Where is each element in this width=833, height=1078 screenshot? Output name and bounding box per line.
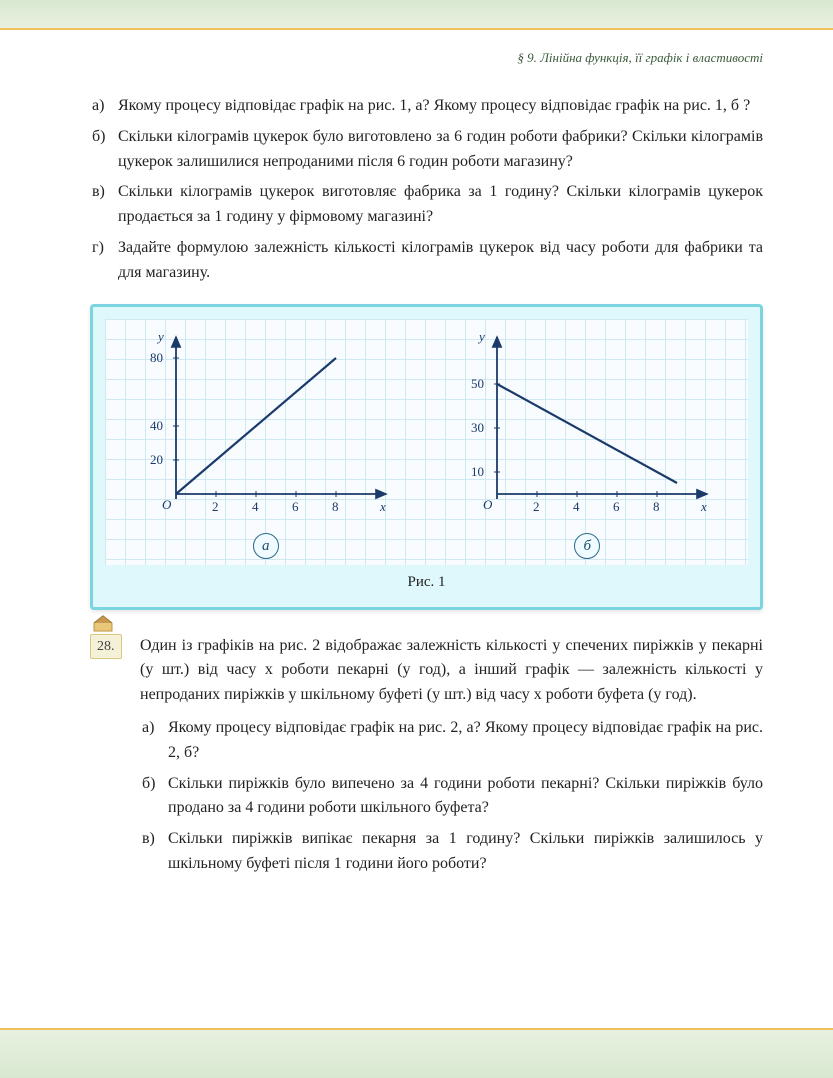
chart-a-svg: y x O 2 4 6 8: [136, 329, 396, 519]
chart-a-origin: O: [162, 497, 172, 512]
p28-label-v: в): [140, 827, 168, 877]
p28-label-b: б): [140, 772, 168, 822]
svg-text:4: 4: [573, 499, 580, 514]
svg-text:10: 10: [471, 464, 484, 479]
section-header: § 9. Лінійна функція, її графік і власти…: [90, 50, 763, 66]
p28-text-v: Скільки пиріжків випікає пекарня за 1 го…: [168, 827, 763, 877]
svg-text:6: 6: [613, 499, 620, 514]
p28-label-a: а): [140, 716, 168, 766]
svg-text:20: 20: [150, 452, 163, 467]
item-text-a: Якому процесу відповідає графік на рис. …: [118, 94, 763, 119]
top-decor-stripe: [0, 0, 833, 30]
figure-1-panel: y x O 2 4 6 8: [90, 304, 763, 610]
item-label-v: в): [90, 180, 118, 230]
item-label-a: а): [90, 94, 118, 119]
chart-b-svg: y x O 2 4 6 8: [457, 329, 717, 519]
sub-a-circle: а: [253, 533, 279, 559]
svg-text:2: 2: [212, 499, 219, 514]
svg-text:30: 30: [471, 420, 484, 435]
charts-row: y x O 2 4 6 8: [105, 319, 748, 566]
svg-text:50: 50: [471, 376, 484, 391]
item-b: б) Скільки кілограмів цукерок було вигот…: [90, 125, 763, 175]
problem-number-col: 28.: [90, 634, 140, 883]
item-a: а) Якому процесу відповідає графік на ри…: [90, 94, 763, 119]
item-text-v: Скільки кілограмів цукерок виготовляє фа…: [118, 180, 763, 230]
item-g: г) Задайте формулою залежність кількості…: [90, 236, 763, 286]
chart-b: y x O 2 4 6 8: [457, 329, 717, 560]
page: § 9. Лінійна функція, її графік і власти…: [0, 0, 833, 1078]
item-label-g: г): [90, 236, 118, 286]
chart-a-sublabel: а: [136, 533, 396, 559]
chart-b-origin: O: [483, 497, 493, 512]
svg-text:8: 8: [653, 499, 660, 514]
p28-item-a: а) Якому процесу відповідає графік на ри…: [140, 716, 763, 766]
p28-text-b: Скільки пиріжків було випечено за 4 годи…: [168, 772, 763, 822]
chart-a-xlabel: x: [379, 499, 386, 514]
bottom-decor-stripe: [0, 1028, 833, 1078]
p28-text-a: Якому процесу відповідає графік на рис. …: [168, 716, 763, 766]
item-text-b: Скільки кілограмів цукерок було виготовл…: [118, 125, 763, 175]
chart-a: y x O 2 4 6 8: [136, 329, 396, 560]
svg-text:40: 40: [150, 418, 163, 433]
figure-1-caption: Рис. 1: [105, 571, 748, 594]
problem-28: 28. Один із графіків на рис. 2 відобража…: [90, 634, 763, 883]
chart-a-ylabel: y: [156, 329, 164, 344]
chart-b-xlabel: x: [700, 499, 707, 514]
sub-b-circle: б: [574, 533, 600, 559]
chart-b-sublabel: б: [457, 533, 717, 559]
p28-item-b: б) Скільки пиріжків було випечено за 4 г…: [140, 772, 763, 822]
home-icon: [92, 614, 114, 632]
chart-b-ylabel: y: [477, 329, 485, 344]
svg-text:8: 8: [332, 499, 339, 514]
svg-text:4: 4: [252, 499, 259, 514]
svg-text:6: 6: [292, 499, 299, 514]
item-v: в) Скільки кілограмів цукерок виготовляє…: [90, 180, 763, 230]
p28-item-v: в) Скільки пиріжків випікає пекарня за 1…: [140, 827, 763, 877]
problem-number: 28.: [90, 634, 122, 660]
svg-text:2: 2: [533, 499, 540, 514]
content: а) Якому процесу відповідає графік на ри…: [90, 94, 763, 883]
item-label-b: б): [90, 125, 118, 175]
item-text-g: Задайте формулою залежність кількості кі…: [118, 236, 763, 286]
problem-28-intro: Один із графіків на рис. 2 відображає за…: [140, 634, 763, 708]
problem-body: Один із графіків на рис. 2 відображає за…: [140, 634, 763, 883]
svg-text:80: 80: [150, 350, 163, 365]
